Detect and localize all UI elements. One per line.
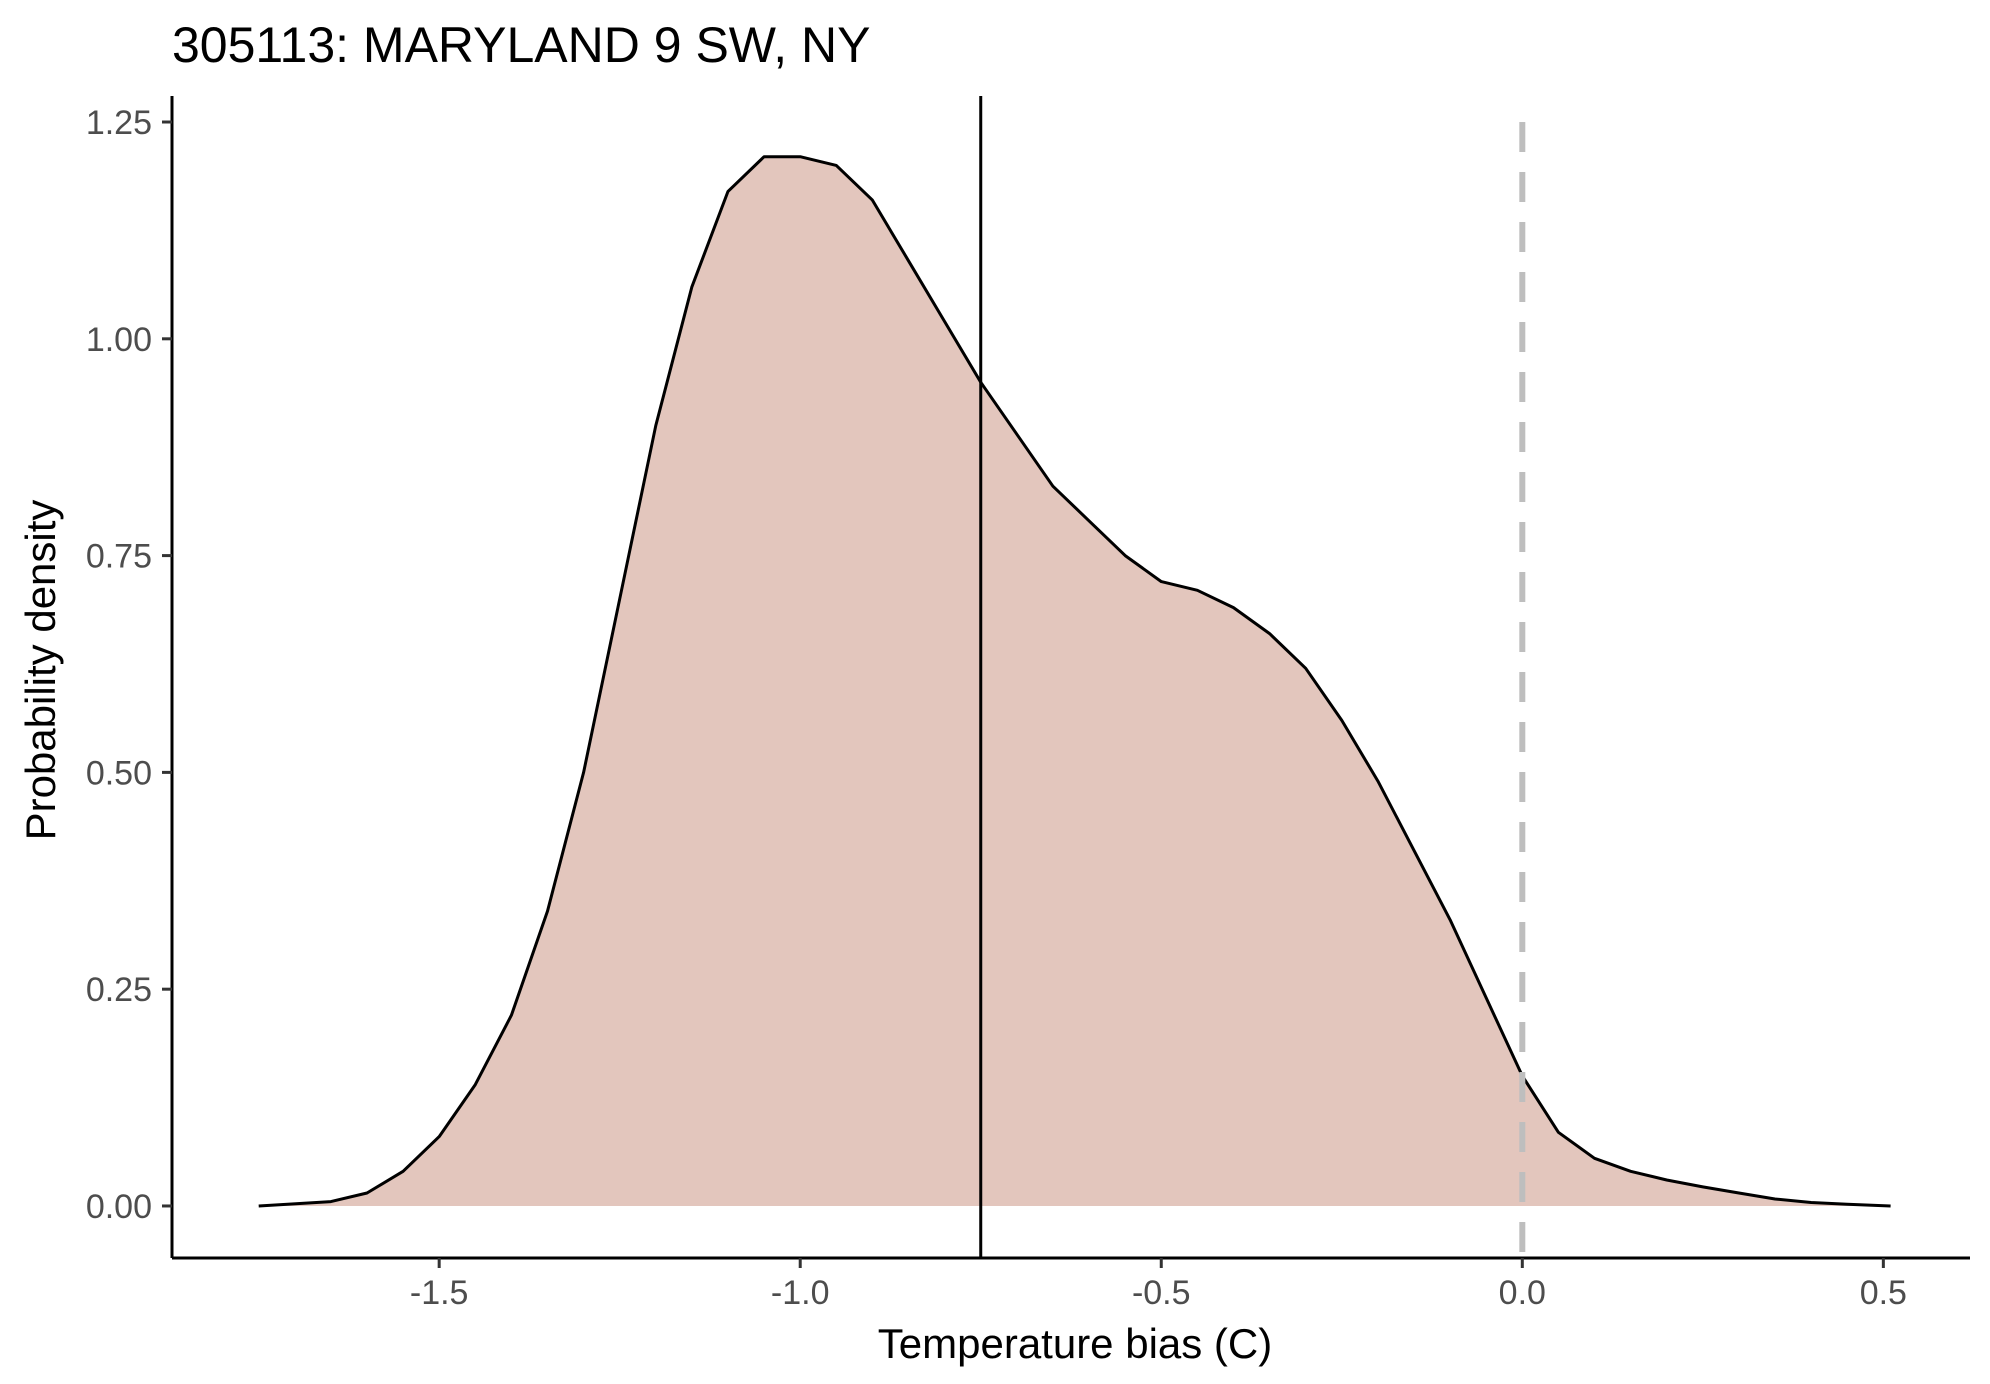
chart-title: 305113: MARYLAND 9 SW, NY <box>172 17 870 73</box>
y-tick-label: 0.75 <box>86 538 152 576</box>
y-tick-label: 0.50 <box>86 754 152 792</box>
plot-area <box>258 96 1891 1258</box>
y-tick-label: 1.00 <box>86 321 152 359</box>
y-tick-label: 1.25 <box>86 104 152 142</box>
x-tick-label: 0.0 <box>1499 1274 1546 1312</box>
x-tick-label: -1.5 <box>410 1274 469 1312</box>
y-axis-title: Probability density <box>17 500 64 841</box>
x-tick-label: -1.0 <box>771 1274 830 1312</box>
density-curve <box>258 155 1891 1208</box>
x-tick-label: 0.5 <box>1860 1274 1907 1312</box>
y-tick-label: 0.00 <box>86 1188 152 1226</box>
y-tick-label: 0.25 <box>86 971 152 1009</box>
x-axis-title: Temperature bias (C) <box>878 1320 1272 1367</box>
x-tick-label: -0.5 <box>1132 1274 1191 1312</box>
x-axis-ticks: -1.5 -1.0 -0.5 0.0 0.5 <box>410 1258 1907 1312</box>
y-axis-ticks: 0.00 0.25 0.50 0.75 1.00 1.25 <box>86 104 172 1226</box>
density-fill <box>258 156 1891 1207</box>
